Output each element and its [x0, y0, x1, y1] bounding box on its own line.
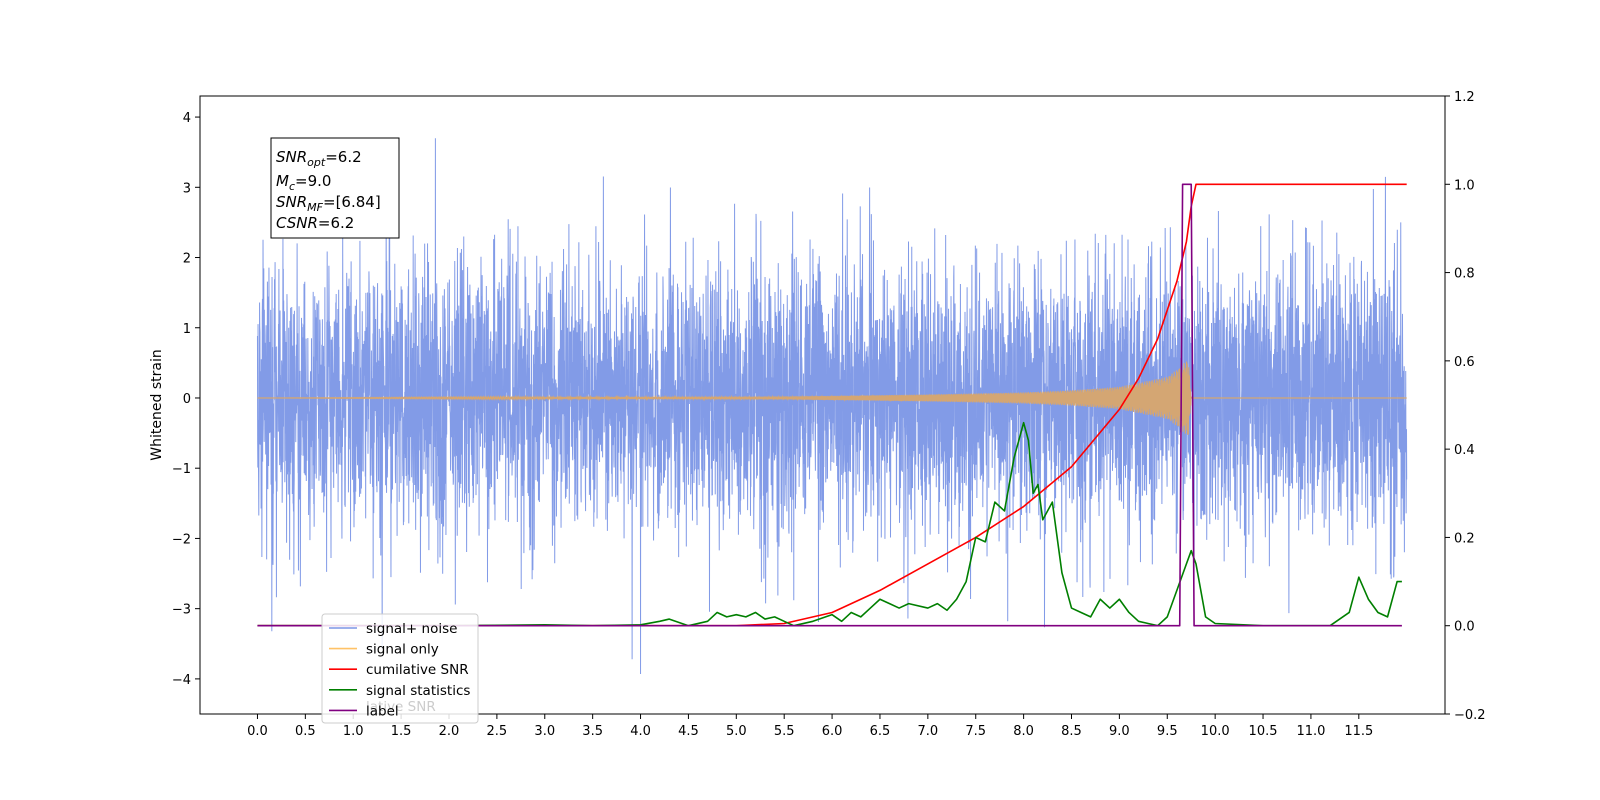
x-tick-label: 0.5: [295, 724, 316, 739]
x-tick-label: 3.5: [582, 724, 603, 739]
x-tick-label: 4.5: [678, 724, 699, 739]
legend-label: signal+ noise: [366, 621, 457, 637]
x-tick-label: 11.0: [1296, 724, 1325, 739]
x-tick-label: 5.0: [726, 724, 747, 739]
series-signal-statistics: [257, 421, 1402, 627]
y-tick-label: −3: [172, 603, 191, 618]
x-tick-label: 9.5: [1157, 724, 1178, 739]
y2-tick-label: 0.4: [1454, 443, 1475, 458]
series-signal-noise: [256, 138, 1408, 675]
series-cumulative-snr: [257, 183, 1407, 627]
plot-area: [256, 138, 1408, 675]
axes-frame: [199, 95, 1446, 715]
y2-tick-label: 0.2: [1454, 531, 1475, 546]
y-tick-label: 3: [183, 181, 191, 196]
y2-tick-label: 0.8: [1454, 267, 1475, 282]
y-tick-label: 2: [183, 252, 191, 267]
info-annotation: SNRopt=6.2 Mc=9.0 SNRMF=[6.84] CSNR=6.2: [270, 137, 400, 239]
y-tick-label: −4: [172, 673, 191, 688]
y-tick-label: 4: [183, 111, 191, 126]
x-tick-label: 6.5: [870, 724, 891, 739]
legend-label: signal only: [366, 642, 439, 658]
x-tick-label: 11.5: [1344, 724, 1373, 739]
x-tick-label: 6.0: [822, 724, 843, 739]
info-line-snr-mf: SNRMF=[6.84]: [276, 193, 381, 214]
x-tick-label: 10.5: [1249, 724, 1278, 739]
y-tick-label: −2: [172, 532, 191, 547]
y2-tick-label: −0.2: [1454, 708, 1486, 723]
series-signal-only: [257, 361, 1407, 435]
info-line-csnr: CSNR=6.2: [276, 214, 354, 232]
x-tick-label: 2.5: [487, 724, 508, 739]
y-tick-label: 0: [183, 392, 191, 407]
info-line-snr-opt: SNRopt=6.2: [276, 148, 362, 169]
x-axis: 0.0 0.5 1.0 1.5 2.0 2.5 3.0 3.5 4.0 4.5 5.0 5.5 6.0 6…: [247, 714, 1373, 739]
x-tick-label: 1.0: [343, 724, 364, 739]
info-line-mc: Mc=9.0: [276, 172, 331, 193]
legend-label: signal statistics: [366, 683, 470, 699]
x-tick-label: 9.0: [1109, 724, 1130, 739]
x-tick-label: 7.0: [918, 724, 939, 739]
y-axis-left: 4 3 2 1 0 −1 −2 −3 −4: [172, 111, 200, 688]
legend-label: cumilative SNR: [366, 662, 469, 678]
y2-tick-label: 0.6: [1454, 355, 1475, 370]
x-tick-label: 4.0: [630, 724, 651, 739]
legend-label: label: [366, 703, 399, 719]
legend-ghost-text: lative SNR: [366, 699, 436, 715]
y-tick-label: 1: [183, 322, 191, 337]
y2-tick-label: 1.0: [1454, 178, 1475, 193]
legend: lative SNR signal+ noise signal only cumil…: [321, 613, 479, 724]
y-tick-label: −1: [172, 462, 191, 477]
x-tick-label: 8.5: [1061, 724, 1082, 739]
series-label: [257, 183, 1402, 627]
x-tick-label: 8.0: [1013, 724, 1034, 739]
y2-tick-label: 0.0: [1454, 620, 1475, 635]
x-tick-label: 5.5: [774, 724, 795, 739]
y-axis-label: Whitened strain: [149, 349, 165, 460]
x-tick-label: 1.5: [391, 724, 412, 739]
x-tick-label: 0.0: [247, 724, 268, 739]
x-tick-label: 7.5: [965, 724, 986, 739]
y2-tick-label: 1.2: [1454, 90, 1475, 105]
x-tick-label: 3.0: [534, 724, 555, 739]
x-tick-label: 10.0: [1201, 724, 1230, 739]
x-tick-label: 2.0: [439, 724, 460, 739]
y-axis-right: 1.2 1.0 0.8 0.6 0.4 0.2 0.0 −0.2: [1445, 90, 1486, 723]
